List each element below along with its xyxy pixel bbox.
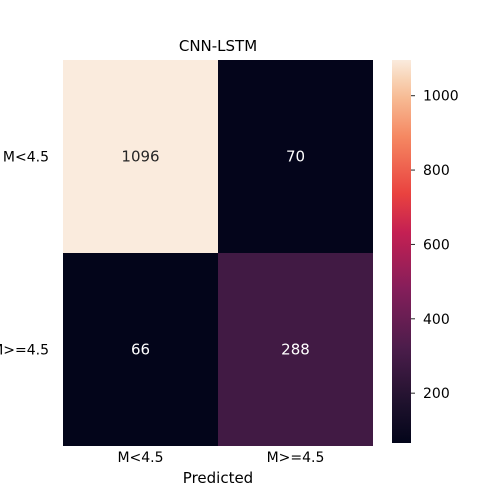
heatmap-cell — [63, 253, 218, 446]
y-tick-label: M<4.5 — [3, 150, 49, 166]
colorbar — [392, 60, 411, 443]
heatmap-cell-value: 70 — [286, 148, 305, 166]
heatmap-cell-labels: 1096 70 66 288 — [121, 148, 309, 359]
colorbar-ticks: 200 400 600 800 1000 — [411, 89, 459, 402]
x-tick-labels: M<4.5 M>=4.5 — [117, 450, 324, 466]
heatmap-cell — [218, 60, 373, 253]
colorbar-tick-label: 400 — [423, 312, 450, 328]
y-tick-label: M>=4.5 — [0, 343, 49, 359]
y-tick-labels: M<4.5 M>=4.5 — [0, 150, 49, 359]
colorbar-tick-label: 200 — [423, 386, 450, 402]
x-tick-label: M<4.5 — [117, 450, 163, 466]
heatmap-cell-value: 1096 — [121, 148, 159, 166]
heatmap-cell — [218, 253, 373, 446]
colorbar-tick-label: 600 — [423, 237, 450, 253]
heatmap-cell-value: 66 — [131, 341, 150, 359]
heatmap-cell — [63, 60, 218, 253]
x-tick-label: M>=4.5 — [267, 450, 325, 466]
heatmap-cell-value: 288 — [281, 341, 310, 359]
heatmap-cells — [63, 60, 373, 446]
chart-title: CNN-LSTM — [179, 37, 257, 55]
x-axis-label: Predicted — [183, 469, 253, 487]
colorbar-tick-label: 800 — [423, 163, 450, 179]
colorbar-tick-label: 1000 — [423, 89, 459, 105]
